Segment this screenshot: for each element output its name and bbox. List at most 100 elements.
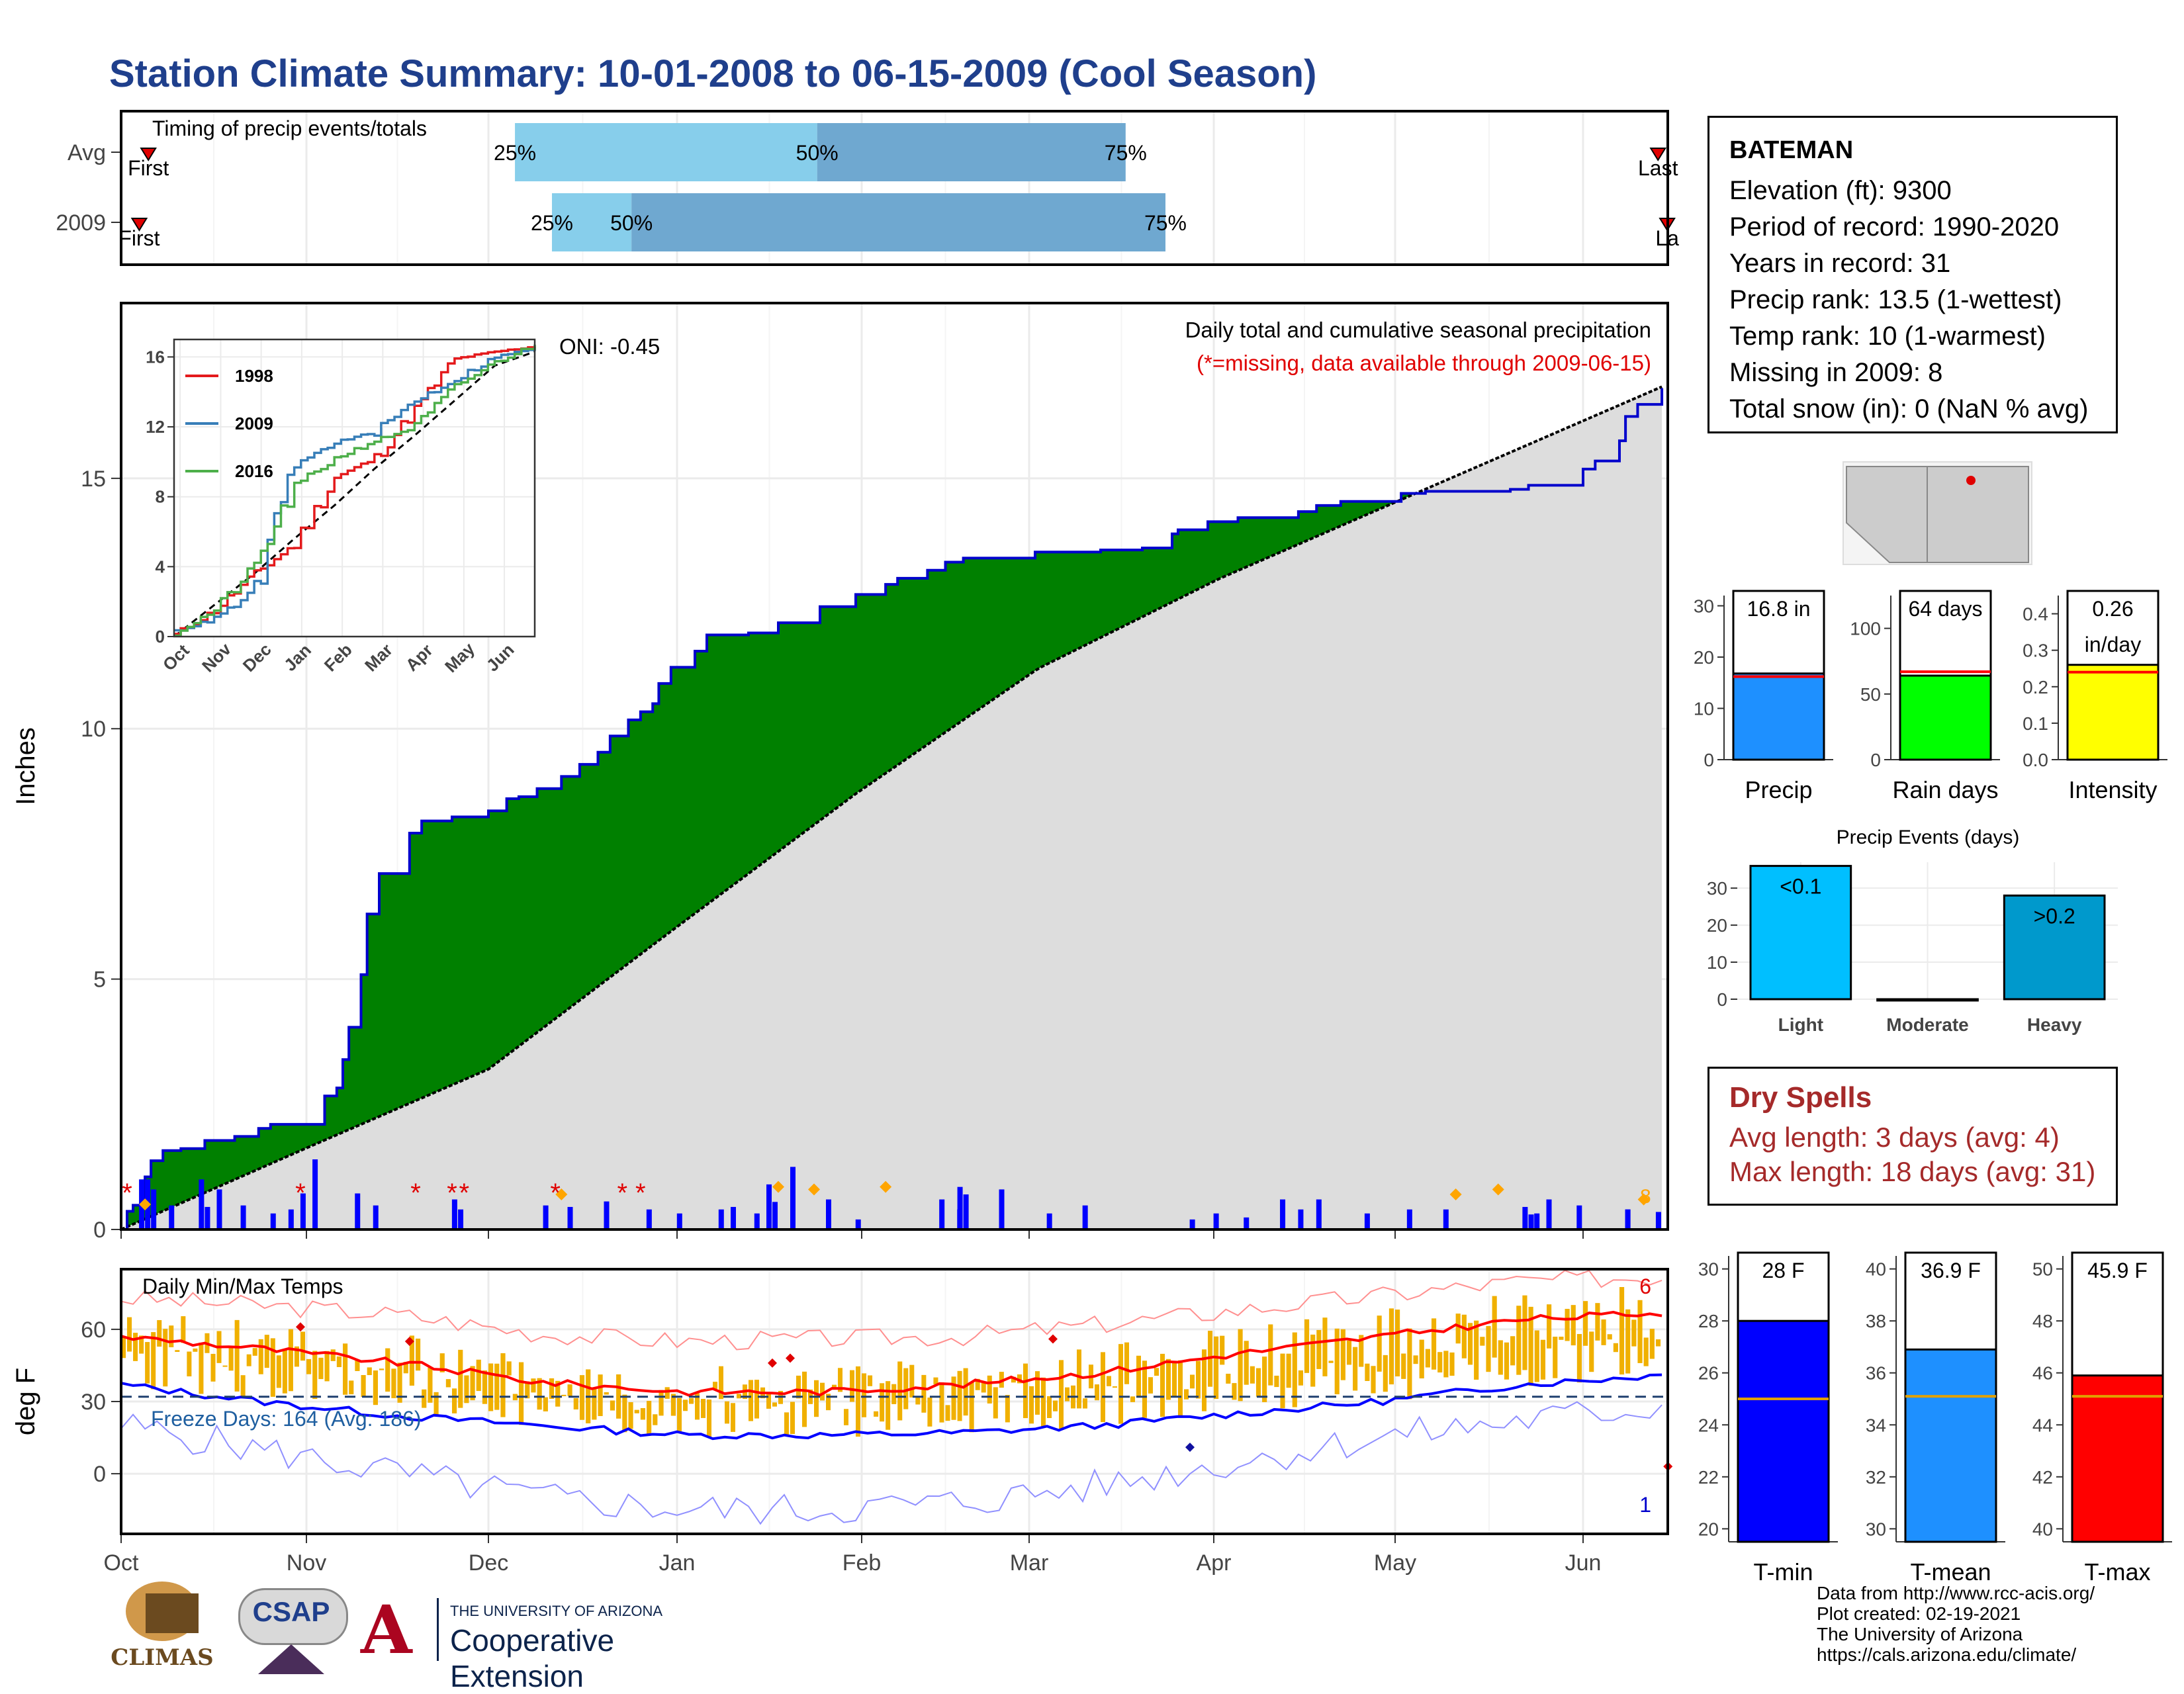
daily-temp-range-bar bbox=[234, 1319, 240, 1392]
daily-temp-range-bar bbox=[537, 1378, 542, 1410]
daily-temp-range-bar bbox=[927, 1398, 933, 1427]
above-average-fill bbox=[573, 776, 580, 1005]
above-average-fill bbox=[336, 1088, 343, 1136]
missing-data-marker: * bbox=[410, 1179, 421, 1208]
daily-temp-range-bar bbox=[163, 1329, 168, 1387]
daily-temp-range-bar bbox=[403, 1362, 408, 1374]
above-average-fill bbox=[927, 570, 934, 745]
above-average-fill bbox=[850, 606, 856, 799]
daily-temp-range-bar bbox=[288, 1329, 293, 1392]
daily-precip-bar bbox=[1625, 1209, 1631, 1229]
ua-letter-logo: A bbox=[361, 1591, 412, 1669]
daily-temp-range-bar bbox=[422, 1389, 427, 1408]
daily-temp-range-bar bbox=[531, 1378, 536, 1393]
summary-ytick-label: 0.3 bbox=[2023, 641, 2048, 661]
above-average-fill bbox=[476, 817, 483, 1075]
above-average-fill bbox=[187, 1148, 193, 1201]
temp-summary-ytick-label: 32 bbox=[1866, 1467, 1886, 1488]
daily-temp-range-bar bbox=[433, 1392, 439, 1415]
daily-temp-range-bar bbox=[379, 1368, 385, 1370]
temperature-panel: 0 30 60 deg F Daily Min/Max Temps Freeze Days… bbox=[11, 1268, 1673, 1576]
daily-temp-range-bar bbox=[555, 1380, 561, 1407]
above-average-fill bbox=[1154, 548, 1161, 611]
above-average-fill bbox=[891, 584, 898, 770]
timing-p50-label: 50% bbox=[610, 211, 653, 235]
daily-temp-range-bar bbox=[506, 1361, 512, 1376]
event-bar-label: >0.2 bbox=[2034, 904, 2075, 928]
daily-temp-range-bar bbox=[488, 1363, 494, 1411]
heavy-event-marker bbox=[139, 1198, 152, 1211]
above-average-fill bbox=[1365, 501, 1371, 515]
above-average-fill bbox=[1340, 501, 1347, 526]
precip-ytick-label: 5 bbox=[93, 967, 106, 993]
temp-summary-value-label: 45.9 F bbox=[2087, 1259, 2148, 1282]
daily-temp-range-bar bbox=[294, 1346, 299, 1367]
daily-temp-range-bar bbox=[1184, 1389, 1189, 1400]
above-average-fill bbox=[1346, 501, 1353, 523]
daily-temp-range-bar bbox=[1268, 1324, 1273, 1386]
daily-temp-range-bar bbox=[1298, 1370, 1303, 1386]
timing-label: Timing of precip events/totals bbox=[152, 116, 427, 140]
above-average-fill bbox=[157, 1161, 163, 1214]
daily-precip-bar bbox=[676, 1213, 682, 1229]
observed-cumulative-line bbox=[121, 388, 1664, 1231]
above-average-fill bbox=[1286, 517, 1293, 550]
daily-temp-range-bar bbox=[647, 1400, 652, 1435]
daily-temp-range-bar bbox=[616, 1374, 621, 1419]
above-average-fill bbox=[318, 1124, 325, 1143]
record-low-line bbox=[120, 1401, 1662, 1525]
daily-temp-range-bar bbox=[169, 1325, 174, 1347]
daily-temp-range-bar bbox=[987, 1375, 992, 1404]
daily-temp-range-bar bbox=[1011, 1376, 1016, 1383]
daily-temp-range-bar bbox=[1005, 1395, 1010, 1423]
above-average-fill bbox=[531, 796, 538, 1038]
average-cumulative-area bbox=[121, 386, 1662, 1230]
daily-temp-range-bar bbox=[494, 1363, 500, 1410]
temp-summary-value-label: 28 F bbox=[1762, 1259, 1804, 1282]
daily-temp-range-bar bbox=[385, 1348, 390, 1392]
daily-temp-range-bar bbox=[832, 1384, 837, 1389]
above-average-fill bbox=[653, 703, 659, 946]
daily-temp-range-bar bbox=[318, 1357, 324, 1380]
daily-temp-range-bar bbox=[874, 1411, 879, 1417]
above-average-fill bbox=[252, 1136, 259, 1172]
credits: Data from http://www.rcc-acis.org/ Plot … bbox=[1817, 1583, 2095, 1665]
above-average-fill bbox=[1244, 517, 1251, 568]
daily-temp-range-bar bbox=[634, 1409, 639, 1413]
event-category-label: Moderate bbox=[1886, 1014, 1968, 1035]
daily-precip-bar bbox=[1522, 1206, 1528, 1229]
daily-precip-bar bbox=[1316, 1199, 1322, 1229]
daily-temp-range-bar bbox=[543, 1397, 548, 1411]
above-average-fill bbox=[494, 811, 501, 1065]
above-average-fill bbox=[640, 711, 647, 955]
daily-precip-bar bbox=[646, 1209, 652, 1229]
daily-temp-range-bar bbox=[664, 1387, 670, 1399]
above-average-fill bbox=[689, 667, 696, 918]
above-average-fill bbox=[210, 1140, 218, 1190]
station-precip-rank: Precip rank: 13.5 (1-wettest) bbox=[1729, 285, 2062, 314]
event-category-label: Heavy bbox=[2027, 1014, 2082, 1035]
record-high-marker bbox=[404, 1337, 414, 1347]
temp-summary-ytick-label: 40 bbox=[1866, 1259, 1886, 1280]
daily-temp-range-bar bbox=[802, 1371, 807, 1427]
above-average-fill bbox=[880, 594, 886, 778]
timing-p50-label: 50% bbox=[796, 141, 839, 165]
above-average-fill bbox=[1124, 550, 1131, 626]
daily-precip-bar bbox=[1082, 1205, 1088, 1229]
daily-temp-range-bar bbox=[784, 1412, 789, 1437]
missing-data-marker: * bbox=[122, 1179, 132, 1208]
above-average-fill bbox=[361, 974, 368, 1125]
daily-temp-range-bar bbox=[1467, 1323, 1473, 1365]
above-average-fill bbox=[802, 623, 809, 834]
daily-temp-range-bar bbox=[1238, 1329, 1243, 1402]
above-average-fill bbox=[939, 570, 946, 736]
daily-temp-range-bar bbox=[772, 1402, 777, 1407]
daily-temp-range-bar bbox=[856, 1366, 860, 1437]
daily-precip-bar bbox=[939, 1199, 945, 1229]
above-average-fill bbox=[1316, 505, 1323, 537]
temp-ytick-label: 60 bbox=[81, 1317, 106, 1343]
temp-summary-value-bar bbox=[1737, 1319, 1830, 1543]
above-average-fill bbox=[772, 633, 779, 856]
timing-p75-label: 75% bbox=[1144, 211, 1187, 235]
above-average-fill bbox=[1071, 552, 1077, 652]
